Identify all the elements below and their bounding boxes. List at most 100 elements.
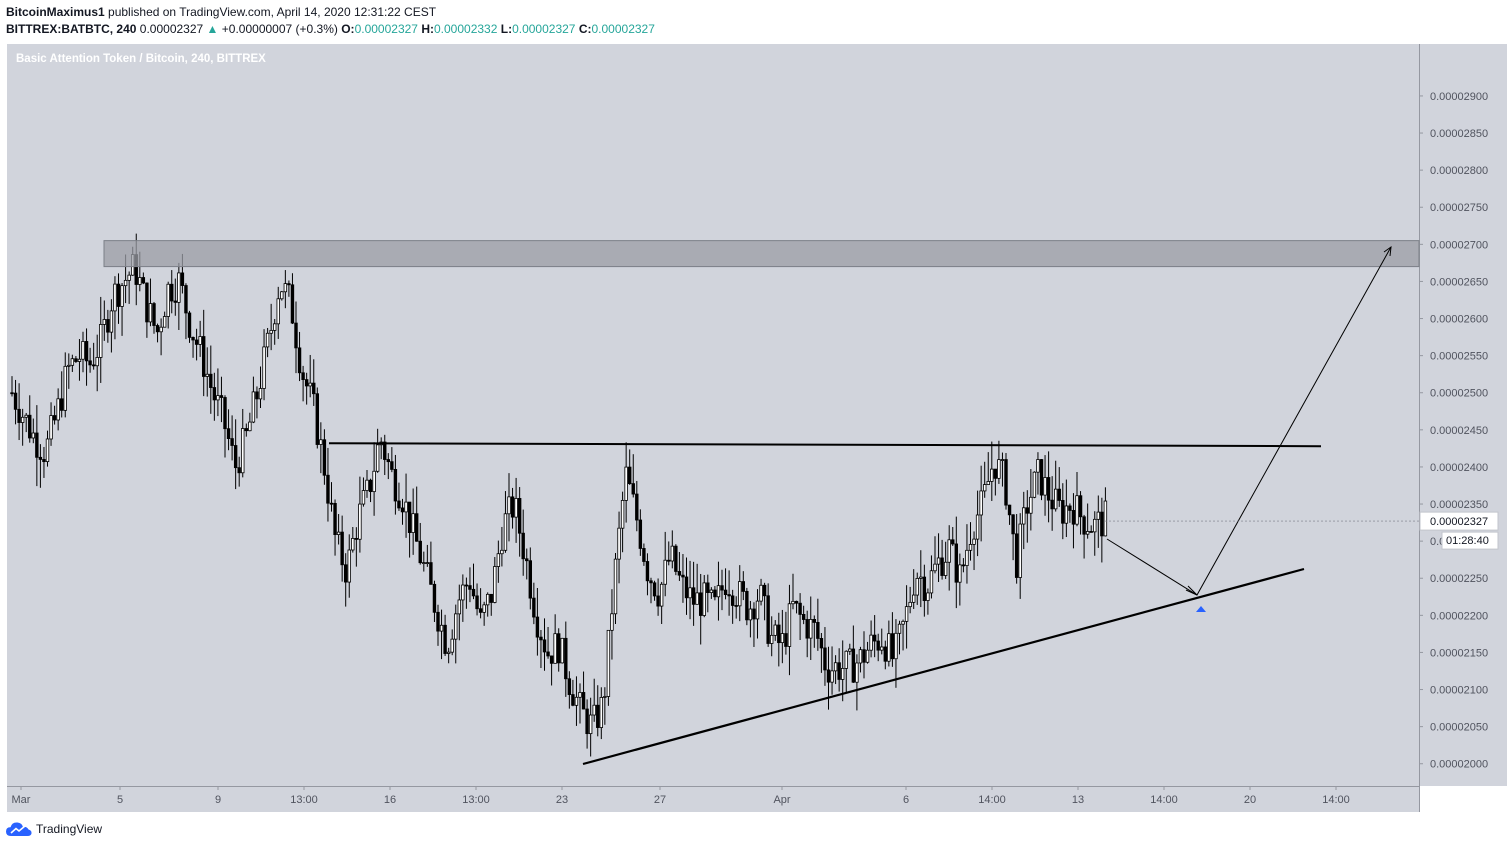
candle-body (578, 692, 582, 698)
candle-body (77, 358, 82, 362)
candle-body (166, 283, 170, 317)
footer-brand: TradingView (36, 822, 103, 836)
projection-path[interactable] (1106, 246, 1392, 596)
candle-body (269, 329, 273, 334)
candle-body (209, 373, 213, 388)
candle-body (297, 347, 302, 374)
candle-body (993, 468, 998, 479)
candle-body (173, 300, 177, 303)
candle-body (972, 538, 976, 545)
y-tick-label: 0.00002750 (1430, 202, 1488, 214)
candle-body (138, 277, 142, 285)
candle-body (436, 611, 440, 632)
candle-body (10, 392, 14, 395)
candle-body (81, 341, 85, 360)
candle-body (180, 272, 185, 286)
author-name[interactable]: BitcoinMaximus1 (6, 5, 105, 19)
candle-body (816, 622, 820, 639)
candle-body (951, 539, 955, 545)
y-tick-label: 0.00002100 (1430, 685, 1488, 697)
candle-body (372, 470, 376, 493)
candle-body (386, 459, 390, 463)
candle-body (943, 561, 948, 576)
candle-body (315, 393, 319, 445)
x-tick-label: 14:00 (978, 794, 1006, 806)
candle-body (801, 614, 806, 620)
time-axis[interactable] (7, 786, 1419, 812)
ascending-support-line[interactable] (582, 567, 1305, 766)
y-tick-label: 0.00002150 (1430, 647, 1488, 659)
candle-body (588, 714, 593, 735)
candle-body (926, 592, 930, 601)
resistance-zone[interactable] (103, 240, 1420, 268)
candle-body (521, 532, 525, 560)
candle-body (908, 601, 912, 608)
candle-body (244, 428, 248, 432)
candle-body (702, 582, 706, 616)
candle-body (1082, 516, 1086, 535)
candle-body (748, 608, 753, 621)
price-axis[interactable] (1419, 44, 1507, 786)
y-tick-label: 0.00002650 (1430, 276, 1488, 288)
candle-body (613, 558, 618, 615)
candle-body (368, 479, 373, 493)
y-tick-label: 0.00002200 (1430, 610, 1488, 622)
tradingview-logo[interactable]: TradingView (6, 821, 102, 837)
candle-body (1011, 514, 1015, 535)
publish-info: BitcoinMaximus1 published on TradingView… (6, 4, 436, 20)
candle-body (411, 513, 415, 533)
publish-text: published on TradingView.com, April 14, … (104, 5, 437, 19)
candle-body (546, 651, 550, 657)
candle-body (1054, 488, 1058, 510)
candle-body (152, 303, 156, 326)
candle-body (539, 636, 543, 641)
candle-body (762, 584, 767, 597)
horizontal-resistance-line[interactable] (328, 442, 1322, 448)
candle-body (375, 444, 380, 472)
candle-body (649, 580, 653, 584)
candle-body (319, 439, 323, 445)
candle-body (265, 332, 270, 348)
candle-body (734, 605, 738, 607)
candle-body (983, 484, 987, 492)
candle-body (730, 595, 735, 606)
candle-body (454, 613, 458, 640)
candle-body (663, 559, 667, 585)
candle-body (67, 364, 71, 367)
close-label: C: (578, 22, 592, 36)
candle-body (347, 549, 351, 583)
candle-body (500, 549, 504, 555)
candle-body (287, 283, 291, 286)
candle-body (201, 336, 206, 377)
high-value: 0.00002332 (433, 22, 498, 36)
x-tick-label: 6 (903, 794, 909, 806)
candle-body (194, 339, 199, 345)
candle-body (219, 395, 224, 398)
candle-body (99, 324, 103, 358)
candle-body (425, 562, 430, 564)
candle-body (738, 581, 742, 607)
y-tick-label: 0.00002900 (1430, 91, 1488, 103)
candle-body (936, 557, 941, 565)
candle-body (897, 623, 902, 634)
candle-body (624, 466, 628, 501)
candle-body (990, 468, 994, 482)
candle-body (940, 557, 944, 576)
candle-body (723, 589, 728, 596)
candle-body (968, 543, 973, 551)
candle-body (922, 576, 927, 601)
candle-body (35, 432, 39, 458)
price-badge-text: 0.00002327 (1430, 516, 1488, 528)
y-tick-label: 0.00002550 (1430, 351, 1488, 363)
candle-body (1096, 511, 1100, 520)
candle-body (1014, 533, 1019, 578)
candle-body (1078, 495, 1083, 518)
candle-body (308, 382, 312, 387)
candle-body (677, 571, 682, 576)
open-label: O: (341, 22, 355, 36)
x-tick-label: 14:00 (1150, 794, 1178, 806)
alert-marker-icon[interactable] (1196, 606, 1206, 612)
candle-body (1050, 499, 1054, 510)
candle-body (844, 650, 848, 669)
